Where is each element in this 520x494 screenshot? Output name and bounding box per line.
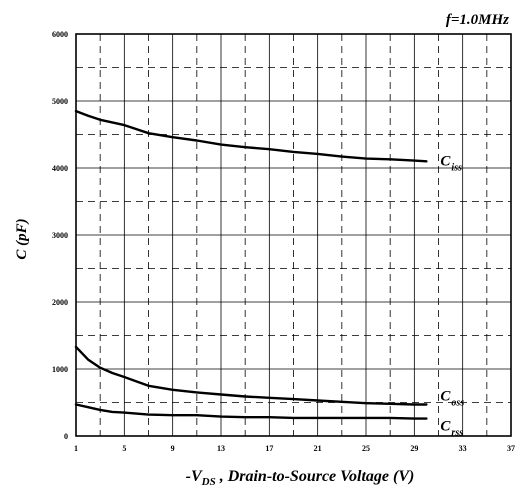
- y-tick-label: 1000: [52, 365, 68, 374]
- series-label-main: C: [440, 389, 451, 405]
- y-tick-label: 6000: [52, 30, 68, 39]
- series-label-subscript: rss: [451, 428, 463, 439]
- series-label-main: C: [440, 153, 451, 169]
- y-axis-title: C (pF): [14, 218, 30, 259]
- x-axis-title-subscript: DS: [201, 476, 216, 488]
- frequency-annotation: f=1.0MHz: [446, 12, 509, 28]
- series-label-iss: Ciss: [440, 153, 462, 173]
- y-tick-label: 5000: [52, 97, 68, 106]
- x-tick-label: 33: [459, 444, 467, 453]
- y-tick-label: 0: [64, 432, 68, 441]
- x-tick-label: 5: [122, 444, 126, 453]
- y-tick-label: 4000: [52, 164, 68, 173]
- y-tick-label: 2000: [52, 298, 68, 307]
- x-tick-label: 37: [507, 444, 515, 453]
- x-tick-label: 21: [314, 444, 322, 453]
- x-tick-label: 29: [410, 444, 418, 453]
- series-layer: [76, 111, 426, 419]
- series-line-iss: [76, 111, 426, 161]
- series-line-oss: [76, 347, 426, 405]
- y-tick-label: 3000: [52, 231, 68, 240]
- x-tick-label: 17: [265, 444, 273, 453]
- x-axis-title: -VDS , Drain-to-Source Voltage (V): [186, 468, 415, 488]
- x-tick-label: 25: [362, 444, 370, 453]
- series-label-subscript: iss: [451, 162, 462, 173]
- x-tick-label: 13: [217, 444, 225, 453]
- x-axis-title-prefix: -V: [186, 468, 203, 485]
- x-tick-label: 9: [171, 444, 175, 453]
- series-line-rss: [76, 405, 426, 419]
- series-label-main: C: [440, 419, 451, 435]
- grid: [76, 34, 511, 436]
- series-label-subscript: oss: [451, 398, 464, 409]
- series-label-oss: Coss: [440, 389, 464, 409]
- x-tick-label: 1: [74, 444, 78, 453]
- x-axis-title-rest: , Drain-to-Source Voltage (V): [216, 468, 415, 485]
